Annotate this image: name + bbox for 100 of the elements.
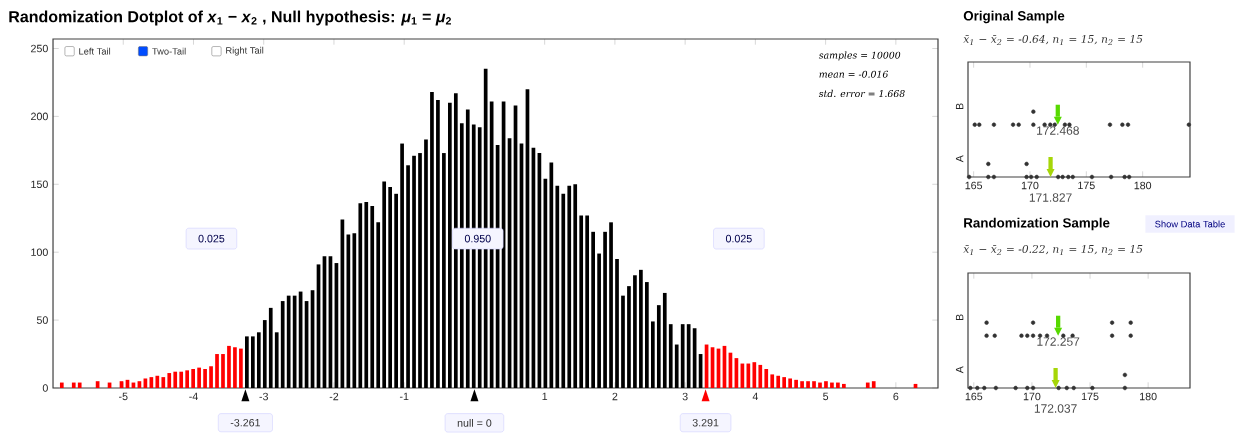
annotation: 0.025 (198, 234, 225, 243)
bar (191, 368, 195, 388)
x-tick-label: 175 (1081, 392, 1099, 401)
bar (448, 102, 452, 388)
y-tick-label: 150 (31, 180, 48, 189)
y-tick-label: 0 (42, 384, 48, 392)
bar (274, 332, 279, 388)
bar (388, 187, 392, 388)
bar (812, 381, 816, 388)
bar (830, 382, 834, 388)
y-tick-label: 100 (31, 248, 48, 256)
bar (286, 295, 291, 388)
bar (250, 336, 255, 388)
chart-title: Original Sample (963, 10, 1065, 24)
bar (585, 215, 590, 388)
x-tick-label: -3 (259, 392, 268, 401)
bar (71, 382, 76, 388)
x-tick-label: -4 (189, 392, 198, 401)
bar (352, 233, 357, 388)
bar (842, 383, 846, 388)
bar (794, 379, 798, 388)
annotation: null = 0 (457, 418, 492, 427)
bar (400, 143, 404, 388)
bar (197, 367, 201, 388)
bar (155, 375, 160, 388)
bar (412, 155, 416, 388)
y-tick-label: 50 (36, 316, 48, 324)
annotation: 0.950 (464, 234, 491, 243)
bar (674, 344, 679, 388)
bar (573, 184, 578, 388)
ref-line-label: 171.827 (1029, 193, 1072, 202)
bar (782, 377, 787, 388)
annotation: 172.257 (1037, 337, 1080, 346)
bar (406, 165, 410, 388)
bar (221, 354, 225, 388)
bar (597, 253, 601, 388)
x-tick-label: 165 (965, 181, 983, 190)
bar (609, 222, 613, 388)
bar (579, 215, 584, 388)
bar (591, 231, 595, 388)
bar (262, 320, 267, 388)
bar (806, 381, 810, 388)
bar (871, 381, 876, 388)
bar (645, 282, 649, 388)
annotation: 0.025 (725, 234, 752, 243)
x-tick-label: 2 (612, 392, 618, 401)
bar (382, 181, 387, 388)
bar (233, 347, 237, 388)
y-tick-label: B (955, 314, 964, 321)
y-tick-label: A (955, 155, 964, 163)
bar (668, 324, 673, 388)
bar (430, 91, 434, 388)
bar (370, 206, 375, 388)
annotation: 3.291 (692, 418, 719, 427)
bar (209, 366, 213, 388)
x-tick-label: 165 (965, 392, 983, 401)
x-tick-label: 3 (682, 392, 688, 401)
bar (662, 292, 667, 388)
bar (639, 269, 643, 388)
bar (758, 364, 763, 388)
bar (77, 382, 82, 388)
bar (167, 373, 172, 388)
chart-title: Randomization Dotplot of x$_{1}$ − x$_{2}$ , Null hypothesis: μ$_{1}$ = μ$_{2}$ (9, 10, 451, 26)
bar (424, 139, 428, 388)
bar (227, 345, 231, 388)
bar (836, 382, 840, 388)
x-tick-label: 175 (1078, 181, 1095, 190)
bar (256, 332, 261, 388)
ref-line-label: 172.037 (1034, 404, 1077, 413)
y-tick-label: 200 (31, 112, 48, 121)
bar (436, 100, 440, 388)
bar (203, 368, 207, 388)
annotation: Right Tail (226, 46, 264, 56)
bar (280, 301, 285, 388)
y-tick-label: A (955, 366, 964, 374)
bar (567, 185, 572, 388)
bar (627, 286, 631, 388)
bar (376, 222, 381, 388)
annotation: samples = 10000 (818, 51, 901, 61)
chart-title: Randomization Sample (964, 217, 1110, 231)
text: x̄$_{1}$ − x̄$_{2}$ = -0.22, n$_{1}$ = 15, n$_{2}$ = 15 (963, 244, 1143, 256)
bar (453, 93, 458, 388)
x-tick-label: 170 (1023, 392, 1041, 401)
annotation: 172.468 (1037, 126, 1079, 135)
bar (179, 371, 184, 388)
y-tick-label: B (955, 103, 964, 110)
bar (686, 324, 691, 388)
bar (800, 381, 804, 388)
bar (752, 362, 757, 388)
y-tick-label: 250 (31, 44, 48, 53)
bar (459, 123, 464, 388)
x-tick-label: 180 (1140, 392, 1157, 401)
annotation: -3.261 (230, 418, 260, 427)
bar (364, 201, 369, 388)
bar (173, 371, 178, 388)
annotation: std. error = 1.668 (818, 89, 905, 98)
bar (776, 375, 781, 388)
annotation: Two-Tail (152, 47, 186, 55)
bar (603, 231, 607, 388)
bar (633, 275, 637, 388)
